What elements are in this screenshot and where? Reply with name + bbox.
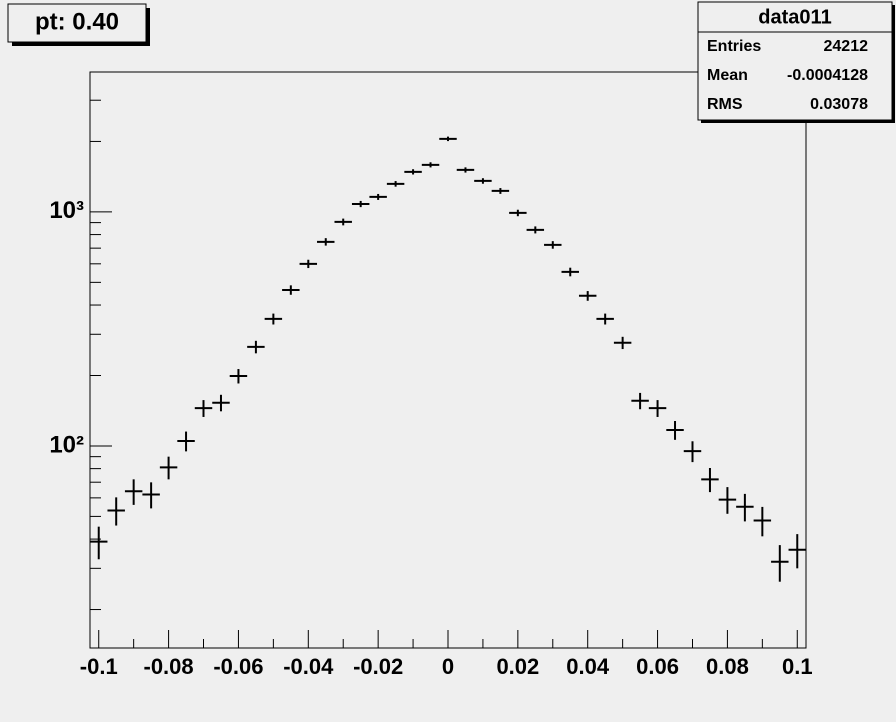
error-bar [753, 506, 772, 537]
y-tick-label: 10³ [49, 197, 84, 224]
error-bar [613, 336, 632, 350]
error-bar [648, 400, 667, 417]
error-bar [631, 392, 649, 410]
error-bar [351, 200, 370, 208]
error-bar [404, 169, 422, 175]
error-bar [561, 267, 579, 277]
x-tick-label: -0.08 [144, 654, 194, 679]
x-tick-label: -0.02 [353, 654, 403, 679]
error-bar [282, 285, 300, 295]
error-bar [736, 493, 754, 522]
stats-title: data011 [758, 6, 831, 28]
error-bar [771, 545, 789, 582]
error-bar [107, 497, 125, 526]
x-tick-label: -0.06 [213, 654, 263, 679]
error-bar [247, 340, 265, 354]
error-bar [124, 479, 143, 505]
error-bar [264, 313, 283, 325]
stats-value: 24212 [824, 38, 869, 55]
error-bar [718, 487, 737, 514]
error-bar [526, 226, 545, 234]
error-bar [456, 167, 475, 173]
error-bar [369, 193, 387, 200]
error-bar [788, 534, 806, 569]
plot-frame [89, 71, 807, 649]
title-box [7, 3, 147, 43]
error-bar [544, 241, 562, 249]
x-tick-label: 0 [442, 654, 454, 679]
error-bar [194, 400, 213, 417]
error-bar [474, 178, 492, 184]
chart-title: pt: 0.40 [35, 8, 119, 35]
error-bar [177, 431, 195, 452]
error-bar [229, 369, 248, 384]
stats-label: RMS [707, 96, 743, 113]
stats-box [697, 1, 893, 121]
x-tick-label: 0.06 [636, 654, 679, 679]
stats-value: 0.03078 [810, 96, 868, 113]
error-bar [421, 162, 440, 168]
stats-label: Mean [707, 67, 748, 84]
error-bar [596, 313, 614, 325]
x-tick-label: -0.1 [80, 654, 118, 679]
error-bar [491, 188, 510, 194]
x-tick-label: 0.1 [782, 654, 813, 679]
error-bar [578, 291, 597, 301]
error-bar [701, 467, 719, 493]
x-tick-label: 0.04 [566, 654, 610, 679]
stats-value: -0.0004128 [787, 67, 868, 84]
error-bar [683, 441, 702, 463]
error-bar [386, 181, 405, 187]
error-bar [666, 421, 684, 440]
y-tick-label: 10² [49, 431, 84, 458]
error-bar [299, 259, 318, 269]
error-bar [334, 218, 352, 226]
error-bar [212, 394, 230, 412]
error-bar [159, 456, 178, 480]
error-bar [509, 209, 527, 217]
error-bar [90, 526, 108, 560]
x-tick-label: 0.02 [496, 654, 539, 679]
error-bar [317, 238, 335, 246]
error-bar [142, 482, 160, 509]
error-bar [439, 136, 457, 142]
stats-label: Entries [707, 38, 761, 55]
x-tick-label: -0.04 [283, 654, 334, 679]
x-tick-label: 0.08 [706, 654, 749, 679]
